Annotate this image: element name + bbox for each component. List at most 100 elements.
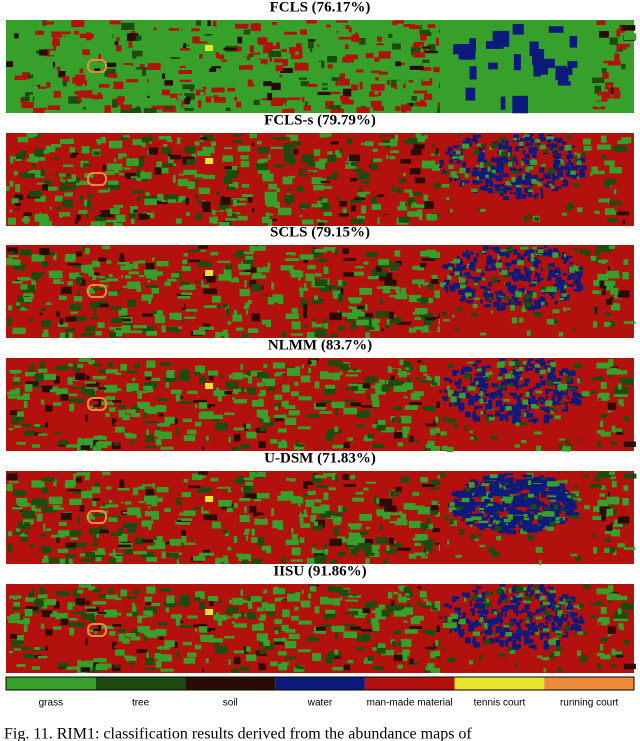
map-texture	[384, 505, 397, 512]
map-texture	[402, 649, 410, 657]
map-texture	[533, 645, 537, 650]
map-texture	[314, 606, 320, 614]
map-texture	[615, 510, 620, 517]
map-texture	[364, 538, 373, 544]
map-texture	[315, 542, 324, 550]
map-texture	[558, 601, 566, 605]
map-texture	[295, 662, 299, 669]
map-texture	[561, 252, 566, 255]
map-texture	[165, 382, 170, 388]
map-texture	[233, 56, 247, 61]
map-texture	[319, 186, 333, 189]
map-texture	[198, 412, 210, 420]
map-texture	[81, 146, 90, 154]
map-texture	[104, 396, 116, 400]
map-texture	[306, 332, 317, 338]
map-texture	[232, 40, 238, 44]
map-texture	[138, 501, 145, 504]
map-texture	[498, 597, 503, 603]
map-texture	[607, 634, 612, 637]
map-texture	[469, 481, 475, 488]
map-texture	[203, 288, 218, 295]
map-texture	[338, 293, 343, 302]
map-texture	[450, 613, 458, 619]
map-texture	[613, 529, 617, 532]
map-texture	[169, 154, 182, 160]
map-texture	[299, 203, 310, 209]
map-texture	[528, 626, 532, 631]
map-texture	[449, 285, 454, 289]
map-texture	[238, 263, 251, 270]
map-texture	[535, 193, 539, 197]
map-texture	[479, 379, 483, 385]
map-texture	[290, 53, 301, 60]
map-texture	[374, 525, 377, 532]
map-texture	[539, 584, 544, 588]
map-texture	[394, 520, 408, 526]
map-texture	[493, 502, 499, 506]
map-texture	[217, 305, 221, 309]
map-texture	[253, 272, 262, 276]
map-texture	[445, 287, 449, 293]
map-texture	[18, 163, 31, 172]
map-texture	[371, 618, 379, 625]
map-texture	[524, 378, 530, 384]
map-texture	[573, 612, 578, 617]
map-texture	[345, 374, 359, 377]
map-texture	[105, 504, 119, 508]
map-texture	[590, 54, 594, 58]
map-texture	[220, 521, 235, 529]
map-texture	[541, 477, 547, 480]
map-texture	[137, 615, 142, 624]
map-texture	[599, 617, 610, 625]
map-texture	[302, 94, 308, 98]
map-texture	[498, 290, 503, 296]
map-texture	[272, 294, 283, 303]
map-texture	[504, 262, 512, 266]
map-texture	[318, 197, 325, 203]
map-texture	[154, 167, 162, 175]
map-texture	[209, 414, 223, 419]
map-texture	[334, 426, 339, 432]
map-texture	[344, 664, 350, 671]
map-texture	[458, 276, 463, 279]
map-texture	[547, 526, 554, 531]
map-texture	[464, 514, 475, 517]
map-texture	[206, 629, 211, 633]
map-texture	[139, 159, 144, 168]
map-texture	[578, 266, 584, 272]
map-texture	[179, 369, 188, 377]
map-texture	[376, 424, 386, 431]
map-texture	[28, 366, 35, 372]
map-texture	[64, 483, 75, 488]
map-texture	[94, 534, 97, 542]
map-texture	[232, 597, 243, 605]
map-texture	[146, 274, 155, 279]
map-texture	[515, 146, 519, 152]
map-texture	[226, 507, 233, 513]
map-texture	[379, 186, 390, 192]
map-texture	[392, 417, 396, 424]
map-texture	[566, 255, 573, 259]
map-texture	[474, 377, 479, 383]
map-texture	[455, 490, 464, 497]
panel-title: IISU (91.86%)	[273, 563, 366, 579]
map-texture	[409, 658, 414, 665]
map-texture	[166, 139, 173, 142]
map-texture	[291, 528, 294, 534]
map-texture	[495, 518, 505, 522]
map-texture	[532, 176, 538, 181]
map-texture	[484, 480, 494, 483]
map-texture	[393, 431, 403, 439]
map-texture	[59, 139, 74, 144]
map-texture	[554, 651, 561, 656]
map-texture	[348, 154, 360, 162]
map-texture	[335, 150, 342, 158]
map-texture	[532, 292, 537, 298]
map-texture	[553, 521, 561, 524]
map-texture	[30, 155, 38, 163]
map-texture	[52, 279, 64, 284]
map-texture	[487, 291, 490, 294]
map-texture	[62, 57, 73, 64]
map-texture	[343, 272, 354, 277]
